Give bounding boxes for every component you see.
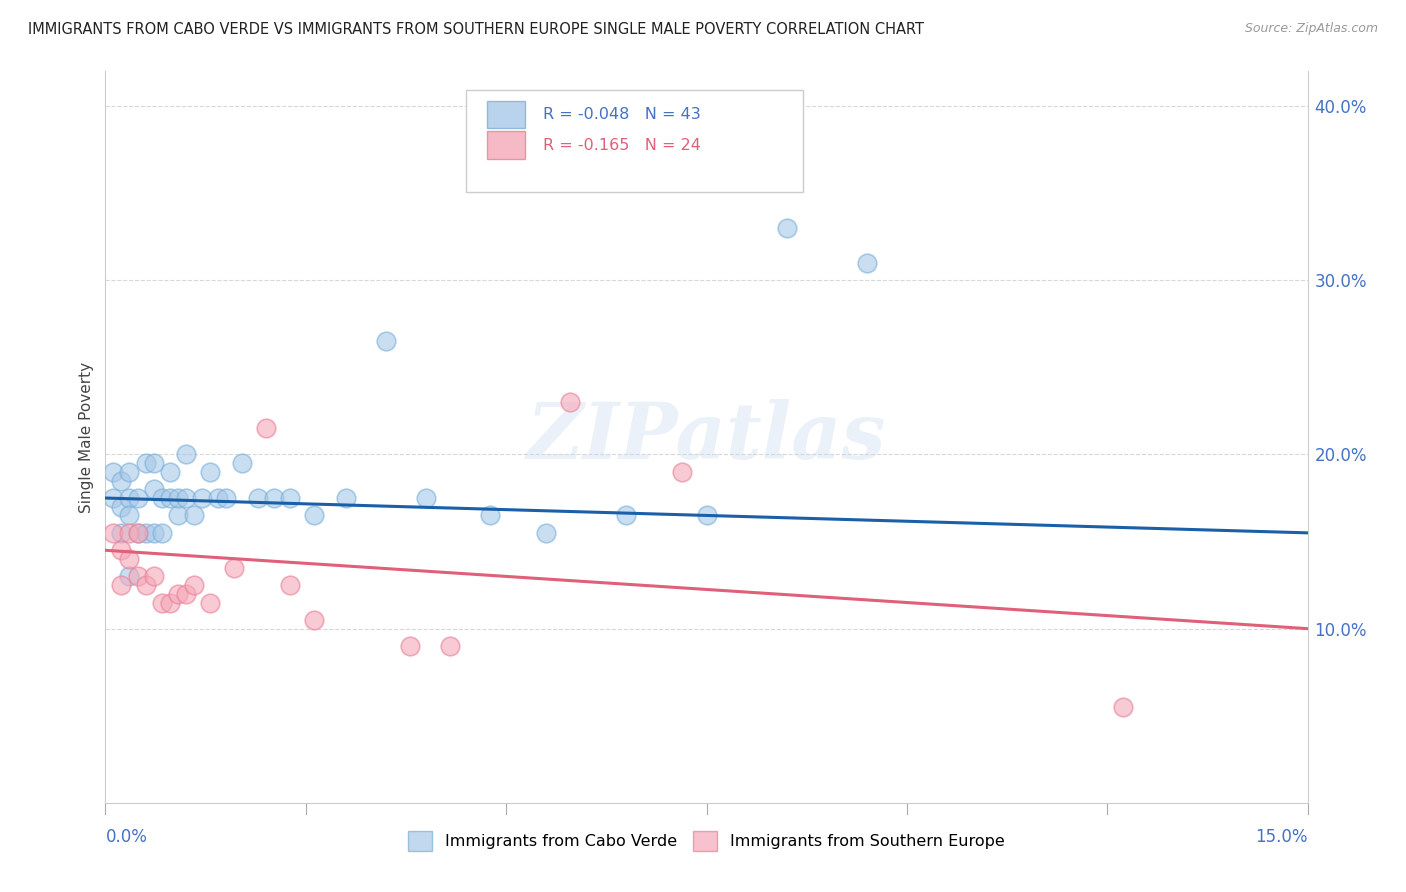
Point <box>560 395 582 409</box>
Point <box>222 560 245 574</box>
Point <box>246 491 269 505</box>
Point <box>198 595 221 609</box>
Point <box>231 456 253 470</box>
Point <box>174 448 197 462</box>
Point <box>254 421 277 435</box>
Point <box>159 491 181 505</box>
Point <box>110 525 132 540</box>
Point <box>103 491 125 505</box>
Point <box>127 525 149 540</box>
Point <box>150 595 173 609</box>
Point <box>214 491 236 505</box>
Point <box>110 474 132 488</box>
Point <box>135 456 157 470</box>
Point <box>174 491 197 505</box>
Point <box>534 525 557 540</box>
Text: Source: ZipAtlas.com: Source: ZipAtlas.com <box>1244 22 1378 36</box>
Point <box>616 508 638 523</box>
Point <box>302 613 325 627</box>
Text: IMMIGRANTS FROM CABO VERDE VS IMMIGRANTS FROM SOUTHERN EUROPE SINGLE MALE POVERT: IMMIGRANTS FROM CABO VERDE VS IMMIGRANTS… <box>28 22 924 37</box>
Point <box>263 491 285 505</box>
Point <box>103 465 125 479</box>
Point <box>278 578 301 592</box>
Point <box>110 578 132 592</box>
Point <box>127 525 149 540</box>
Point <box>159 595 181 609</box>
Point <box>207 491 229 505</box>
Point <box>142 456 165 470</box>
Point <box>696 508 718 523</box>
FancyBboxPatch shape <box>486 101 524 128</box>
Point <box>335 491 357 505</box>
Point <box>183 508 205 523</box>
Point <box>135 578 157 592</box>
Point <box>278 491 301 505</box>
Text: R = -0.165   N = 24: R = -0.165 N = 24 <box>543 137 702 153</box>
Point <box>142 525 165 540</box>
Point <box>166 491 188 505</box>
Point <box>142 569 165 583</box>
Point <box>198 465 221 479</box>
Point <box>166 508 188 523</box>
Point <box>103 525 125 540</box>
FancyBboxPatch shape <box>465 90 803 192</box>
Point <box>110 500 132 514</box>
Point <box>183 578 205 592</box>
Point <box>118 552 141 566</box>
Point <box>174 587 197 601</box>
Legend: Immigrants from Cabo Verde, Immigrants from Southern Europe: Immigrants from Cabo Verde, Immigrants f… <box>402 825 1011 857</box>
Point <box>302 508 325 523</box>
Point <box>190 491 212 505</box>
Text: 15.0%: 15.0% <box>1256 828 1308 846</box>
Point <box>1112 700 1135 714</box>
Point <box>855 256 877 270</box>
Point <box>150 491 173 505</box>
Point <box>118 491 141 505</box>
Text: 0.0%: 0.0% <box>105 828 148 846</box>
Point <box>142 483 165 497</box>
Point <box>110 543 132 558</box>
Point <box>135 525 157 540</box>
Text: R = -0.048   N = 43: R = -0.048 N = 43 <box>543 107 700 122</box>
Point <box>374 334 398 349</box>
Point <box>159 465 181 479</box>
Point <box>118 465 141 479</box>
Point <box>776 221 799 235</box>
Y-axis label: Single Male Poverty: Single Male Poverty <box>79 361 94 513</box>
FancyBboxPatch shape <box>486 131 524 159</box>
Point <box>671 465 693 479</box>
Point <box>439 639 461 653</box>
Point <box>127 569 149 583</box>
Point <box>166 587 188 601</box>
Point <box>118 525 141 540</box>
Text: ZIPatlas: ZIPatlas <box>527 399 886 475</box>
Point <box>399 639 422 653</box>
Point <box>118 508 141 523</box>
Point <box>415 491 437 505</box>
Point <box>127 491 149 505</box>
Point <box>150 525 173 540</box>
Point <box>118 569 141 583</box>
Point <box>479 508 502 523</box>
